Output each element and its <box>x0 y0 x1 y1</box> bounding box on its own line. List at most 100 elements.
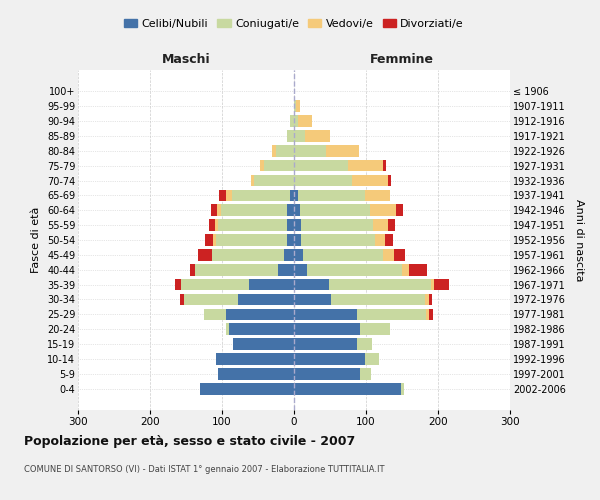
Bar <box>352 174 388 186</box>
Text: COMUNE DI SANTORSO (VI) - Dati ISTAT 1° gennaio 2007 - Elaborazione TUTTITALIA.I: COMUNE DI SANTORSO (VI) - Dati ISTAT 1° … <box>24 465 385 474</box>
Bar <box>229 324 294 335</box>
Bar <box>226 308 294 320</box>
Bar <box>260 160 264 172</box>
Bar <box>331 294 425 306</box>
Bar <box>360 324 391 335</box>
Bar <box>294 338 358 350</box>
Bar <box>175 279 181 290</box>
Bar <box>360 368 371 380</box>
Bar <box>216 353 294 365</box>
Bar <box>272 145 276 156</box>
Bar <box>251 174 254 186</box>
Bar <box>278 264 294 276</box>
Text: Femmine: Femmine <box>370 53 434 66</box>
Bar <box>305 130 330 141</box>
Bar <box>294 145 326 156</box>
Bar <box>365 353 379 365</box>
Bar <box>226 190 232 201</box>
Bar <box>383 249 394 260</box>
Bar <box>294 308 358 320</box>
Bar <box>329 279 431 290</box>
Bar <box>385 234 392 246</box>
Bar <box>218 368 294 380</box>
Bar <box>180 294 184 306</box>
Bar <box>294 383 401 394</box>
Bar <box>300 204 370 216</box>
Bar <box>233 338 294 350</box>
Bar <box>294 115 298 127</box>
Bar <box>434 279 449 290</box>
Bar <box>211 204 217 216</box>
Bar <box>294 220 301 231</box>
Bar <box>431 279 434 290</box>
Bar <box>388 174 391 186</box>
Bar <box>298 190 365 201</box>
Bar <box>294 294 331 306</box>
Bar <box>212 249 284 260</box>
Bar <box>294 368 360 380</box>
Bar <box>232 190 290 201</box>
Bar <box>296 100 300 112</box>
Bar <box>294 190 298 201</box>
Bar <box>301 220 373 231</box>
Bar <box>401 383 404 394</box>
Bar <box>294 324 360 335</box>
Bar <box>205 234 212 246</box>
Bar <box>294 264 307 276</box>
Bar <box>302 249 383 260</box>
Bar <box>294 353 365 365</box>
Bar <box>326 145 359 156</box>
Bar <box>358 338 372 350</box>
Bar <box>276 145 294 156</box>
Bar <box>215 220 218 231</box>
Bar <box>294 249 302 260</box>
Bar <box>298 115 312 127</box>
Bar <box>287 234 294 246</box>
Bar <box>250 279 294 290</box>
Bar <box>184 294 238 306</box>
Bar <box>197 249 212 260</box>
Bar <box>294 100 296 112</box>
Bar <box>212 234 216 246</box>
Bar <box>307 264 402 276</box>
Bar <box>358 308 426 320</box>
Bar <box>204 308 226 320</box>
Bar <box>388 220 395 231</box>
Bar <box>294 174 352 186</box>
Bar <box>290 115 294 127</box>
Bar <box>217 204 221 216</box>
Bar <box>181 279 250 290</box>
Y-axis label: Anni di nascita: Anni di nascita <box>574 198 584 281</box>
Bar <box>294 279 329 290</box>
Bar <box>294 204 300 216</box>
Bar <box>374 234 385 246</box>
Y-axis label: Fasce di età: Fasce di età <box>31 207 41 273</box>
Bar <box>287 220 294 231</box>
Bar <box>365 190 390 201</box>
Bar <box>425 294 428 306</box>
Bar <box>290 190 294 201</box>
Bar <box>221 204 287 216</box>
Bar <box>428 294 432 306</box>
Bar <box>238 294 294 306</box>
Bar <box>394 249 405 260</box>
Bar <box>402 264 409 276</box>
Bar <box>200 383 294 394</box>
Bar <box>430 308 433 320</box>
Bar <box>190 264 196 276</box>
Bar <box>294 130 305 141</box>
Bar <box>409 264 427 276</box>
Bar <box>218 220 287 231</box>
Bar <box>287 204 294 216</box>
Bar <box>219 190 226 201</box>
Bar <box>383 160 386 172</box>
Bar <box>196 264 278 276</box>
Bar <box>294 234 301 246</box>
Bar <box>395 204 403 216</box>
Bar <box>216 234 287 246</box>
Bar <box>226 324 229 335</box>
Bar <box>254 174 294 186</box>
Bar <box>301 234 374 246</box>
Text: Maschi: Maschi <box>161 53 211 66</box>
Bar <box>373 220 388 231</box>
